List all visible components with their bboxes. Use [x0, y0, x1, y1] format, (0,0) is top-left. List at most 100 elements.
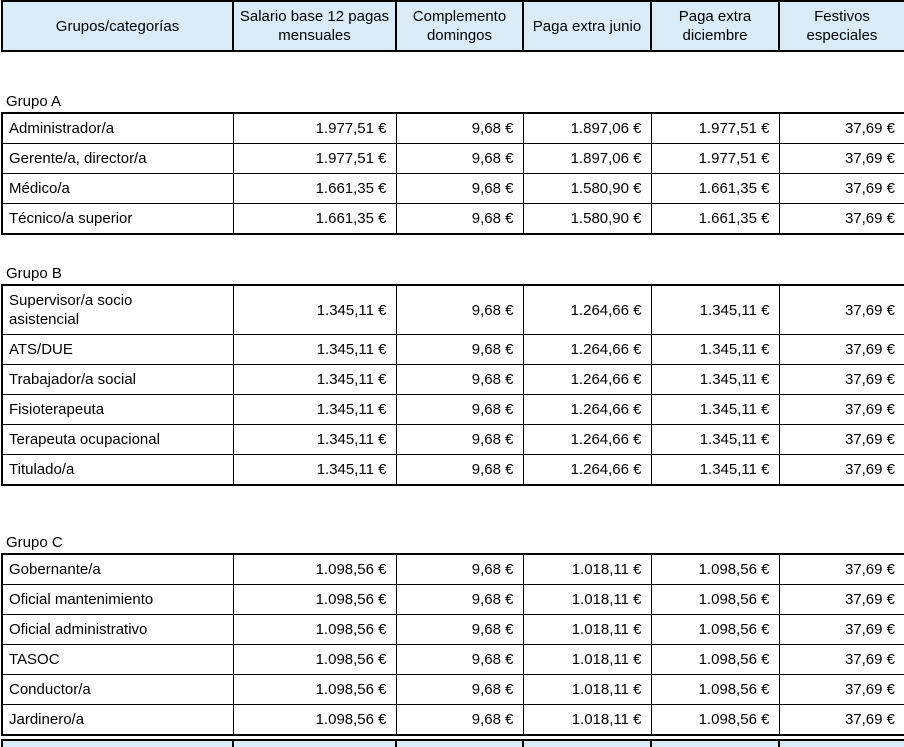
value-cell: 1.098,56 € — [650, 704, 780, 736]
value-cell: 37,69 € — [778, 394, 904, 425]
category-cell: Fisioterapeuta — [1, 394, 234, 425]
header-cell: Salario base 12 pagas mensuales — [232, 0, 397, 52]
value-cell: 1.345,11 € — [232, 334, 397, 365]
table-row: Terapeuta ocupacional 1.345,11 €9,68 €1.2… — [1, 424, 904, 455]
group-label: Grupo A — [6, 93, 62, 110]
table-row: Médico/a 1.661,35 €9,68 €1.580,90 €1.661,… — [1, 173, 904, 204]
value-cell: 37,69 € — [778, 143, 904, 174]
value-cell: 1.345,11 € — [650, 284, 780, 335]
partial-header-cell — [1, 739, 234, 747]
table-row: Oficial mantenimiento 1.098,56 €9,68 €1.0… — [1, 584, 904, 615]
next-table-partial-row — [0, 739, 904, 747]
table-row: Administrador/a 1.977,51 €9,68 €1.897,06 … — [1, 112, 904, 144]
value-cell: 1.018,11 € — [522, 704, 652, 736]
value-cell: 1.018,11 € — [522, 553, 652, 585]
value-cell: 9,68 € — [395, 424, 524, 455]
partial-header-cell — [778, 739, 904, 747]
category-cell: Supervisor/a socio asistencial — [1, 284, 234, 335]
value-cell: 9,68 € — [395, 334, 524, 365]
value-cell: 1.661,35 € — [650, 203, 780, 235]
value-cell: 9,68 € — [395, 674, 524, 705]
table-row: Gerente/a, director/a 1.977,51 €9,68 €1.8… — [1, 143, 904, 174]
value-cell: 1.098,56 € — [232, 644, 397, 675]
category-cell: Conductor/a — [1, 674, 234, 705]
value-cell: 9,68 € — [395, 143, 524, 174]
header-cell: Grupos/categorías — [1, 0, 234, 52]
table-row: Supervisor/a socio asistencial 1.345,11 €… — [1, 284, 904, 335]
partial-header-cell — [522, 739, 652, 747]
value-cell: 1.345,11 € — [650, 394, 780, 425]
partial-header-cell — [232, 739, 397, 747]
value-cell: 1.897,06 € — [522, 143, 652, 174]
value-cell: 1.264,66 € — [522, 394, 652, 425]
value-cell: 37,69 € — [778, 553, 904, 585]
group-section: Grupo B Supervisor/a socio asistencial 1.3… — [0, 264, 904, 486]
value-cell: 37,69 € — [778, 704, 904, 736]
table-row: Técnico/a superior 1.661,35 €9,68 €1.580,… — [1, 203, 904, 235]
column-header-row: Grupos/categorías Salario base 12 pagas m… — [1, 0, 904, 52]
value-cell: 1.345,11 € — [650, 334, 780, 365]
value-cell: 37,69 € — [778, 284, 904, 335]
table-row: Trabajador/a social 1.345,11 €9,68 €1.264… — [1, 364, 904, 395]
value-cell: 1.345,11 € — [232, 364, 397, 395]
value-cell: 1.345,11 € — [650, 424, 780, 455]
header-cell: Complemento domingos — [395, 0, 524, 52]
value-cell: 9,68 € — [395, 614, 524, 645]
value-cell: 1.897,06 € — [522, 112, 652, 144]
value-cell: 9,68 € — [395, 454, 524, 486]
table-row: Titulado/a 1.345,11 €9,68 €1.264,66 €1.34… — [1, 454, 904, 486]
category-cell: Titulado/a — [1, 454, 234, 486]
value-cell: 1.345,11 € — [232, 454, 397, 486]
table-row: Conductor/a 1.098,56 €9,68 €1.018,11 €1.0… — [1, 674, 904, 705]
category-cell: Administrador/a — [1, 112, 234, 144]
groups-container: Grupo A Administrador/a 1.977,51 €9,68 €1.… — [0, 92, 904, 736]
value-cell: 1.018,11 € — [522, 644, 652, 675]
header-cell: Festivos especiales — [778, 0, 904, 52]
value-cell: 1.977,51 € — [232, 112, 397, 144]
value-cell: 1.264,66 € — [522, 284, 652, 335]
category-cell: Gerente/a, director/a — [1, 143, 234, 174]
category-cell: Oficial administrativo — [1, 614, 234, 645]
value-cell: 1.661,35 € — [650, 173, 780, 204]
value-cell: 9,68 € — [395, 203, 524, 235]
table-row: Jardinero/a 1.098,56 €9,68 €1.018,11 €1.0… — [1, 704, 904, 736]
value-cell: 1.264,66 € — [522, 334, 652, 365]
value-cell: 1.098,56 € — [232, 553, 397, 585]
group-section: Grupo A Administrador/a 1.977,51 €9,68 €1.… — [0, 92, 904, 235]
category-cell: TASOC — [1, 644, 234, 675]
value-cell: 1.018,11 € — [522, 584, 652, 615]
value-cell: 1.264,66 € — [522, 424, 652, 455]
value-cell: 37,69 € — [778, 334, 904, 365]
value-cell: 1.661,35 € — [232, 173, 397, 204]
value-cell: 37,69 € — [778, 203, 904, 235]
value-cell: 1.018,11 € — [522, 674, 652, 705]
value-cell: 1.661,35 € — [232, 203, 397, 235]
value-cell: 1.098,56 € — [232, 584, 397, 615]
category-cell: Jardinero/a — [1, 704, 234, 736]
value-cell: 37,69 € — [778, 584, 904, 615]
header-cell: Paga extra junio — [522, 0, 652, 52]
value-cell: 1.098,56 € — [650, 674, 780, 705]
value-cell: 1.018,11 € — [522, 614, 652, 645]
value-cell: 1.345,11 € — [232, 394, 397, 425]
value-cell: 9,68 € — [395, 112, 524, 144]
value-cell: 1.580,90 € — [522, 173, 652, 204]
category-cell: Médico/a — [1, 173, 234, 204]
group-label: Grupo B — [6, 265, 62, 282]
value-cell: 37,69 € — [778, 424, 904, 455]
value-cell: 1.098,56 € — [232, 704, 397, 736]
value-cell: 1.345,11 € — [232, 284, 397, 335]
value-cell: 1.264,66 € — [522, 364, 652, 395]
partial-header-table — [1, 739, 904, 747]
table-row: Gobernante/a 1.098,56 €9,68 €1.018,11 €1.… — [1, 553, 904, 585]
value-cell: 1.345,11 € — [650, 364, 780, 395]
table-row: Fisioterapeuta 1.345,11 €9,68 €1.264,66 €… — [1, 394, 904, 425]
group-section: Grupo C Gobernante/a 1.098,56 €9,68 €1.018… — [0, 533, 904, 736]
value-cell: 1.098,56 € — [650, 584, 780, 615]
value-cell: 1.977,51 € — [650, 112, 780, 144]
value-cell: 1.098,56 € — [650, 644, 780, 675]
group-table: Supervisor/a socio asistencial 1.345,11 €… — [1, 284, 904, 486]
value-cell: 9,68 € — [395, 584, 524, 615]
value-cell: 1.345,11 € — [650, 454, 780, 486]
